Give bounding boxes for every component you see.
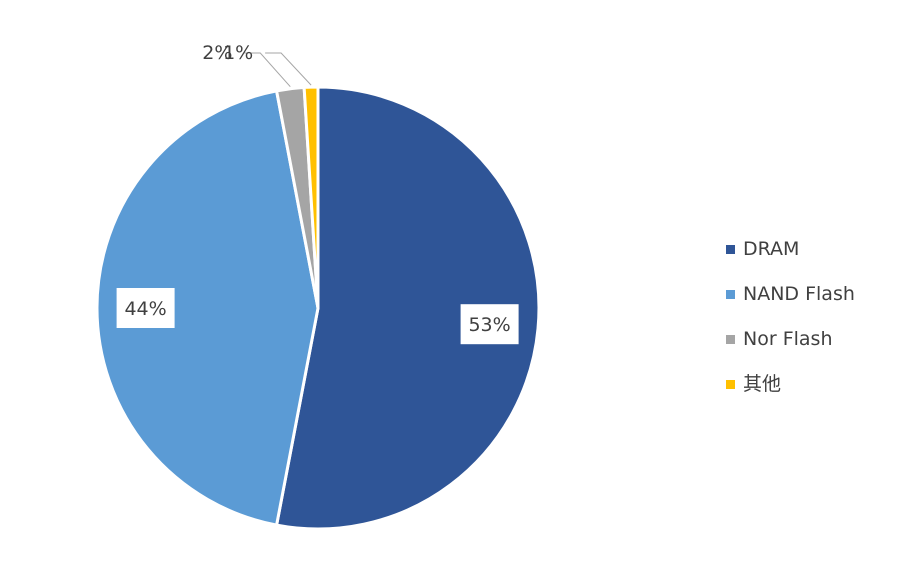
legend-item-dram: DRAM: [726, 227, 896, 272]
legend-label-dram: DRAM: [743, 238, 800, 260]
legend-swatch-nor-flash: [726, 335, 735, 344]
pie-slice-dram: [275, 85, 541, 531]
legend-item-nand-flash: NAND Flash: [726, 272, 896, 317]
legend-item-nor-flash: Nor Flash: [726, 317, 896, 362]
legend-label-other: 其他: [743, 373, 782, 395]
legend-swatch-other: [726, 380, 735, 389]
pie-slice-series-3: [302, 85, 320, 310]
data-label-nand-flash: 44%: [124, 298, 166, 320]
pie-slice-nand-flash: [95, 89, 320, 527]
data-label-dram: 53%: [468, 314, 510, 336]
legend-item-other: 其他: [726, 362, 896, 407]
legend-label-nor-flash: Nor Flash: [743, 328, 833, 350]
chart-legend: DRAM NAND Flash Nor Flash 其他: [726, 227, 896, 407]
legend-swatch-nand-flash: [726, 290, 735, 299]
leader-line-series-3: [265, 52, 312, 86]
data-label-series-3: 1%: [223, 42, 253, 64]
leader-line-nor-flash: [244, 52, 291, 88]
data-label-box-nand-flash: [116, 288, 175, 328]
legend-swatch-dram: [726, 245, 735, 254]
data-label-box-dram: [460, 304, 519, 345]
legend-label-nand-flash: NAND Flash: [743, 283, 855, 305]
data-label-nor-flash: 2%: [202, 42, 232, 64]
